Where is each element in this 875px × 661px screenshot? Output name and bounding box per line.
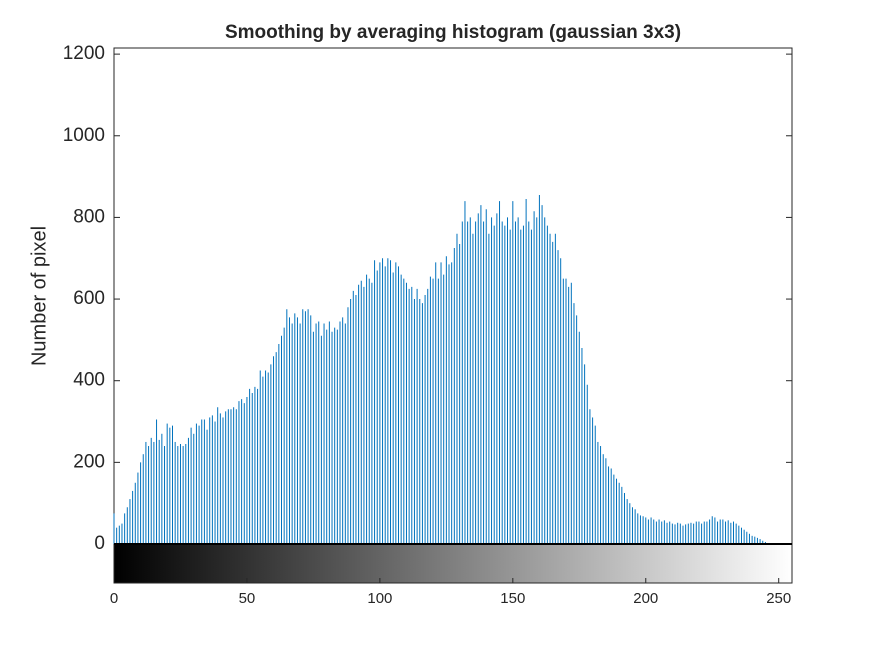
y-tick-label: 800: [73, 206, 105, 227]
x-tick-label: 100: [367, 590, 392, 607]
y-tick-label: 0: [94, 533, 105, 554]
x-tick-label: 250: [766, 590, 791, 607]
x-tick-label: 0: [110, 590, 118, 607]
colorbar: [113, 543, 793, 584]
chart-title: Smoothing by averaging histogram (gaussi…: [225, 22, 681, 43]
y-axis-label: Number of pixel: [28, 226, 50, 366]
y-tick-label: 200: [73, 451, 105, 472]
y-tick-label: 1000: [63, 125, 105, 146]
x-tick-label: 150: [500, 590, 525, 607]
y-tick-label: 400: [73, 370, 105, 391]
x-tick-label: 200: [633, 590, 658, 607]
x-tick-label: 50: [239, 590, 256, 607]
y-tick-label: 600: [73, 288, 105, 309]
y-tick-label: 1200: [63, 43, 105, 64]
